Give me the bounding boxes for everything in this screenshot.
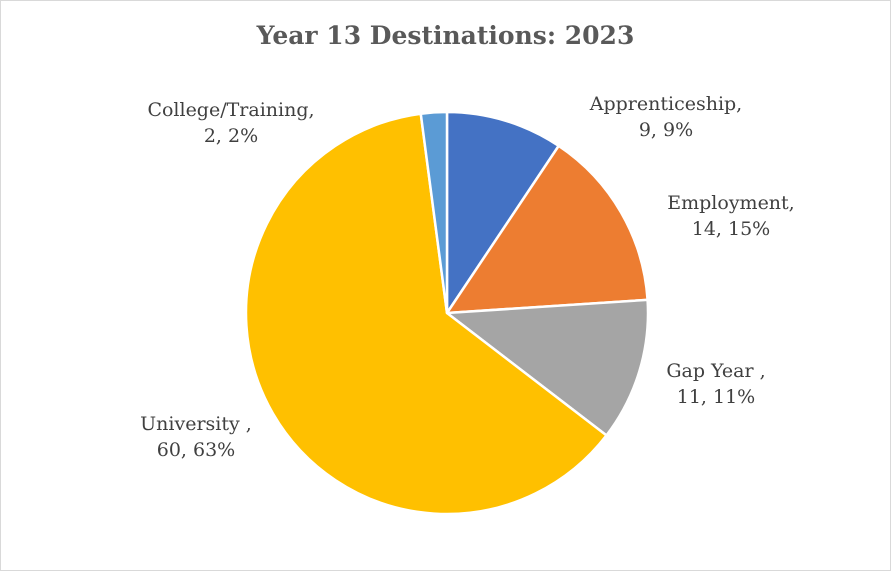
pie-slice-apprenticeship [445,110,560,315]
label-gap-year: Gap Year , 11, 11% [616,358,816,410]
label-gap-year-name: Gap Year , [666,360,766,382]
label-employment-name: Employment, [667,192,795,214]
label-university-value: 60, 63% [156,439,236,461]
label-apprenticeship-name: Apprenticeship, [589,93,743,115]
label-college-training-name: College/Training, [147,99,315,121]
label-apprenticeship-value: 9, 9% [638,119,694,141]
pie-slice-gap-year [445,298,650,437]
pie-slice-college-training [419,110,449,315]
label-gap-year-value: 11, 11% [676,386,756,408]
label-employment: Employment, 14, 15% [631,190,831,242]
label-university: University , 60, 63% [96,411,296,463]
label-apprenticeship: Apprenticeship, 9, 9% [566,91,766,143]
label-college-training: College/Training, 2, 2% [131,97,331,149]
label-university-name: University , [140,413,252,435]
pie-slice-university [244,112,608,516]
label-college-training-value: 2, 2% [203,125,259,147]
label-employment-value: 14, 15% [691,218,771,240]
chart-title: Year 13 Destinations: 2023 [256,21,635,50]
pie-slice-employment [445,144,649,315]
